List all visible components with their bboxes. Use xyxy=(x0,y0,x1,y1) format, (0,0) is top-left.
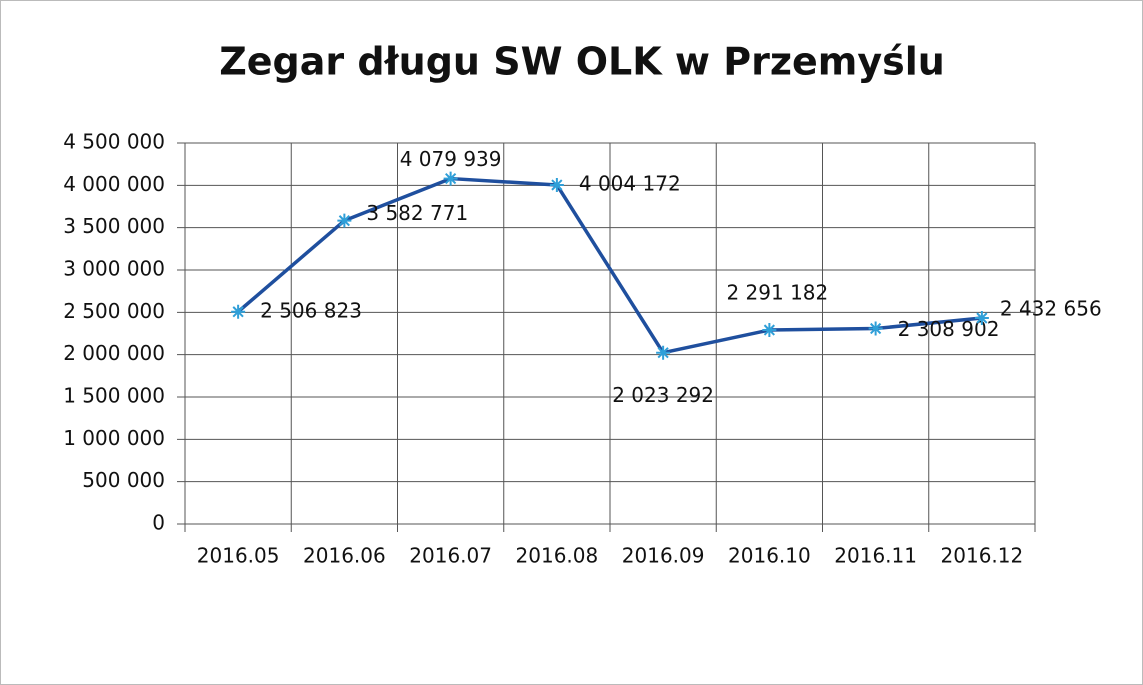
x-tick-label: 2016.06 xyxy=(303,544,386,568)
y-tick-label: 4 000 000 xyxy=(63,172,165,196)
marker xyxy=(443,171,458,186)
x-tick-label: 2016.09 xyxy=(622,544,705,568)
y-tick-label: 3 000 000 xyxy=(63,257,165,281)
data-label: 4 079 939 xyxy=(400,147,502,171)
marker xyxy=(231,304,246,319)
marker xyxy=(974,311,989,326)
y-tick-label: 500 000 xyxy=(82,468,165,492)
y-tick-label: 2 000 000 xyxy=(63,341,165,365)
data-label: 2 432 656 xyxy=(1000,297,1102,321)
x-tick-label: 2016.08 xyxy=(516,544,599,568)
y-tick-label: 3 500 000 xyxy=(63,214,165,238)
marker xyxy=(762,323,777,338)
y-tick-label: 2 500 000 xyxy=(63,299,165,323)
y-tick-label: 0 xyxy=(152,511,165,535)
data-label: 2 291 182 xyxy=(726,281,828,305)
data-label: 4 004 172 xyxy=(579,171,681,195)
data-label: 2 023 292 xyxy=(612,383,714,407)
y-tick-label: 1 500 000 xyxy=(63,384,165,408)
x-tick-label: 2016.07 xyxy=(409,544,492,568)
x-tick-label: 2016.05 xyxy=(197,544,280,568)
chart-title: Zegar długu SW OLK w Przemyślu xyxy=(219,40,945,84)
series-line xyxy=(236,176,983,355)
marker xyxy=(337,213,352,228)
y-tick-label: 4 500 000 xyxy=(63,130,165,154)
marker xyxy=(549,177,564,192)
x-tick-label: 2016.12 xyxy=(941,544,1024,568)
data-label: 3 582 771 xyxy=(366,201,468,225)
x-tick-label: 2016.10 xyxy=(728,544,811,568)
marker xyxy=(656,345,671,360)
data-label: 2 506 823 xyxy=(260,298,362,322)
x-tick-label: 2016.11 xyxy=(834,544,917,568)
marker xyxy=(868,321,883,336)
y-tick-label: 1 000 000 xyxy=(63,426,165,450)
